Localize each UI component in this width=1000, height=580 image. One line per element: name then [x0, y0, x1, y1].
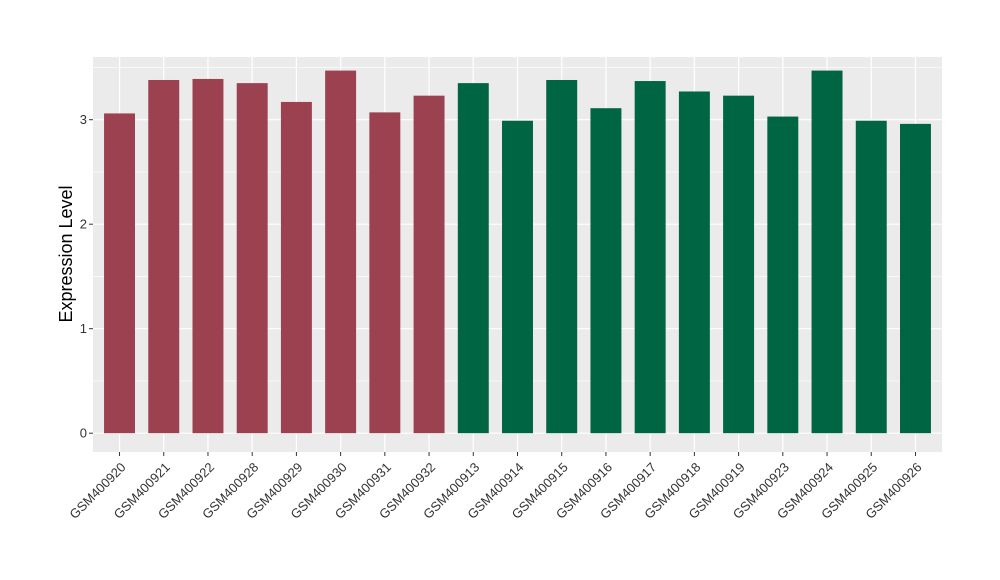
y-tick-label: 1 — [80, 321, 87, 336]
bar — [413, 95, 445, 434]
bar — [546, 79, 578, 434]
y-axis-title: Expression Level — [56, 185, 76, 322]
y-tick-label: 0 — [80, 426, 87, 441]
bar — [502, 120, 533, 434]
bar — [723, 95, 755, 434]
bar — [899, 123, 931, 434]
bars — [104, 70, 931, 434]
y-axis: 0 1 2 3 — [80, 112, 93, 441]
bar — [855, 120, 887, 434]
bar — [236, 83, 268, 434]
y-tick-label: 2 — [80, 217, 87, 232]
bar — [192, 78, 224, 434]
bar — [369, 112, 401, 434]
bar — [148, 79, 180, 434]
bar — [280, 101, 312, 434]
bar — [811, 70, 843, 434]
bar — [457, 83, 489, 434]
bar — [634, 81, 666, 434]
bar — [590, 108, 622, 434]
bar — [104, 113, 136, 434]
x-axis: GSM400920GSM400921GSM400922GSM400928GSM4… — [66, 452, 925, 522]
bar — [767, 116, 799, 434]
bar — [678, 91, 710, 434]
y-tick-label: 3 — [80, 112, 87, 127]
bar — [325, 70, 357, 434]
